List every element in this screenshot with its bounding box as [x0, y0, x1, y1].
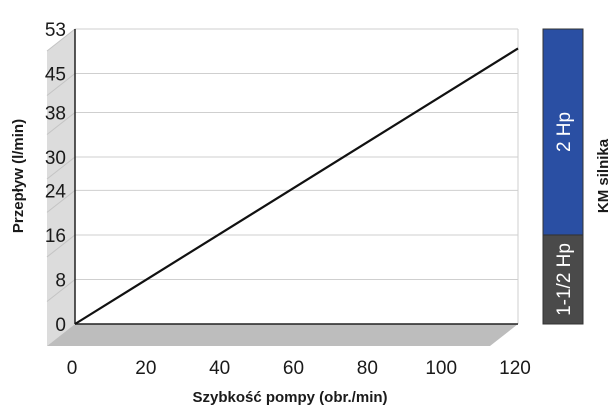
y-tick-label: 0 [55, 315, 66, 336]
y-axis-title: Przepływ (l/min) [10, 119, 27, 233]
chart-wall [47, 29, 75, 346]
y-tick-label: 53 [45, 20, 66, 41]
plot-area [75, 29, 518, 324]
x-tick-label: 60 [283, 358, 304, 379]
y-tick-label: 38 [45, 103, 66, 124]
motor-power-label: 2 Hp [554, 112, 575, 152]
y-tick-label: 30 [45, 148, 66, 169]
x-tick-label: 20 [135, 358, 156, 379]
motor-power-segment [542, 28, 584, 236]
x-tick-labels: 0 20 40 60 80 100 120 [67, 358, 531, 379]
x-tick-label: 80 [357, 358, 378, 379]
y-tick-label: 45 [45, 65, 66, 86]
grid-lines [46, 28, 76, 302]
y-tick-labels: 0 8 16 24 30 38 45 53 [45, 20, 67, 336]
wall-grid-line [46, 73, 76, 96]
wall-grid-line [46, 156, 76, 180]
wall-grid-line [46, 112, 76, 135]
grid-lines-front [75, 28, 519, 324]
motor-power-label: 1-1/2 Hp [554, 243, 575, 316]
wall-grid-line [46, 234, 76, 258]
x-tick-label: 40 [209, 358, 230, 379]
wall-grid-line [46, 190, 76, 213]
x-axis-title: Szybkość pompy (obr./min) [192, 389, 387, 406]
motor-power-segment [542, 234, 584, 325]
wall-grid-line [46, 28, 76, 52]
x-tick-label: 120 [499, 358, 531, 379]
series-group [74, 47, 519, 325]
wall-grid-line [46, 279, 76, 302]
x-tick-label: 100 [425, 358, 457, 379]
x-tick-label: 0 [67, 358, 78, 379]
y-tick-label: 16 [45, 226, 66, 247]
motor-power-bar: 1-1/2 Hp 2 Hp [542, 28, 584, 325]
motor-power-title: KM silnika [595, 138, 612, 213]
y-tick-label: 24 [45, 181, 67, 202]
y-tick-label: 8 [55, 270, 66, 291]
series-line [74, 47, 519, 325]
chart-floor [47, 324, 518, 346]
